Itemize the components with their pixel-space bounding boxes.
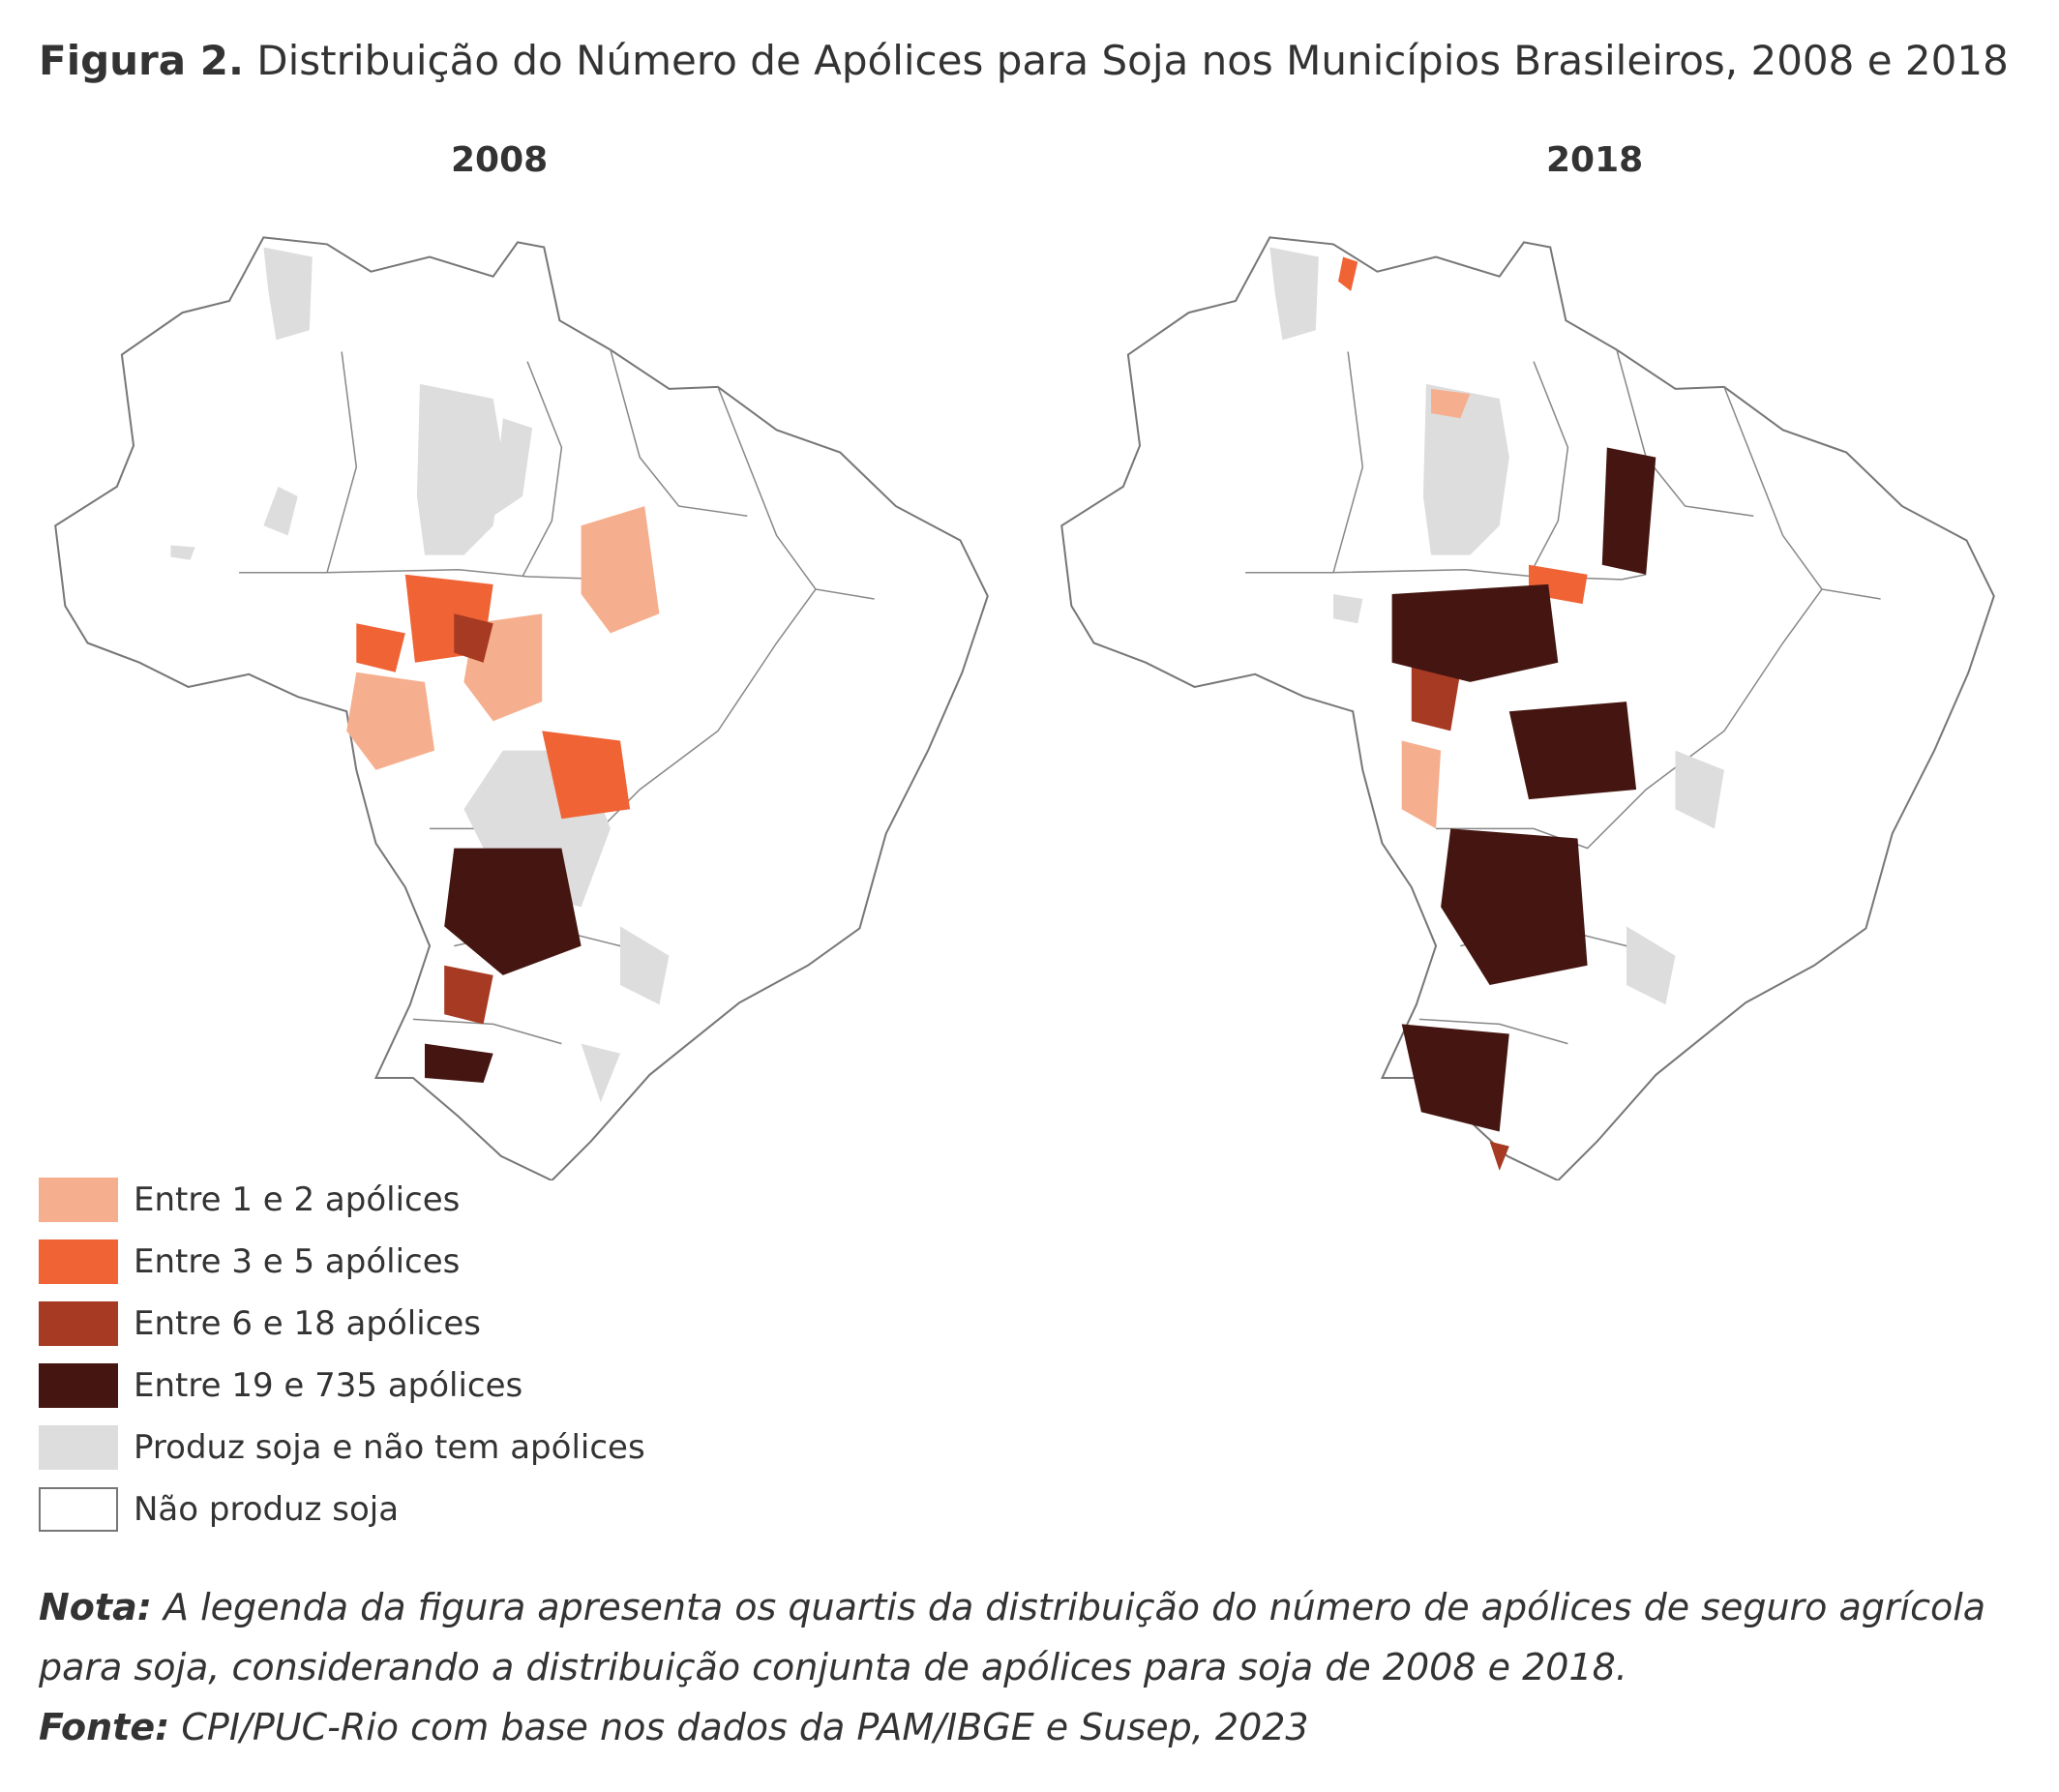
note-text: A legenda da figura apresenta os quartis… bbox=[39, 1586, 1986, 1688]
legend-item: Entre 19 e 735 apólices bbox=[39, 1355, 645, 1417]
legend-item: Produz soja e não tem apólices bbox=[39, 1417, 645, 1478]
figure-title-text: Distribuição do Número de Apólices para … bbox=[243, 37, 2009, 84]
gray-regions bbox=[1269, 247, 1724, 1005]
legend-swatch-no-policies bbox=[39, 1425, 118, 1470]
map-2018-svg bbox=[1060, 236, 1995, 1180]
legend-swatch-no-soy bbox=[39, 1487, 118, 1532]
legend-item: Entre 1 e 2 apólices bbox=[39, 1169, 645, 1231]
map-2008-regions bbox=[346, 506, 660, 1083]
map-2008-svg bbox=[54, 236, 989, 1180]
legend-label: Entre 1 e 2 apólices bbox=[134, 1180, 461, 1219]
legend-item: Entre 6 e 18 apólices bbox=[39, 1293, 645, 1355]
legend-item: Entre 3 e 5 apólices bbox=[39, 1231, 645, 1293]
legend-label: Entre 19 e 735 apólices bbox=[134, 1366, 523, 1405]
legend-swatch-1-2 bbox=[39, 1178, 118, 1222]
legend-swatch-3-5 bbox=[39, 1239, 118, 1284]
legend-swatch-19-735 bbox=[39, 1363, 118, 1408]
brazil-outline bbox=[1060, 236, 1995, 1180]
note: Nota: A legenda da figura apresenta os q… bbox=[39, 1577, 2032, 1697]
legend: Entre 1 e 2 apólices Entre 3 e 5 apólice… bbox=[39, 1169, 645, 1540]
legend-item: Não produz soja bbox=[39, 1478, 645, 1540]
legend-label: Não produz soja bbox=[134, 1490, 400, 1529]
note-label: Nota: bbox=[39, 1586, 152, 1628]
footnotes: Nota: A legenda da figura apresenta os q… bbox=[39, 1577, 2032, 1757]
legend-swatch-6-18 bbox=[39, 1301, 118, 1346]
legend-label: Entre 6 e 18 apólices bbox=[134, 1304, 481, 1343]
source-text: CPI/PUC-Rio com base nos dados da PAM/IB… bbox=[169, 1706, 1309, 1748]
legend-label: Produz soja e não tem apólices bbox=[134, 1428, 645, 1467]
source: Fonte: CPI/PUC-Rio com base nos dados da… bbox=[39, 1697, 2032, 1757]
map-2018-regions bbox=[1338, 256, 1656, 1171]
source-label: Fonte: bbox=[39, 1706, 170, 1748]
legend-label: Entre 3 e 5 apólices bbox=[134, 1242, 461, 1281]
map-2018 bbox=[1026, 203, 2032, 1180]
map-2018-year: 2018 bbox=[1546, 140, 1644, 180]
figure-title: Figura 2. Distribuição do Número de Apól… bbox=[39, 37, 2009, 84]
map-2008-year: 2008 bbox=[451, 140, 549, 180]
figure-title-label: Figura 2. bbox=[39, 37, 244, 84]
map-2008 bbox=[19, 203, 1026, 1180]
